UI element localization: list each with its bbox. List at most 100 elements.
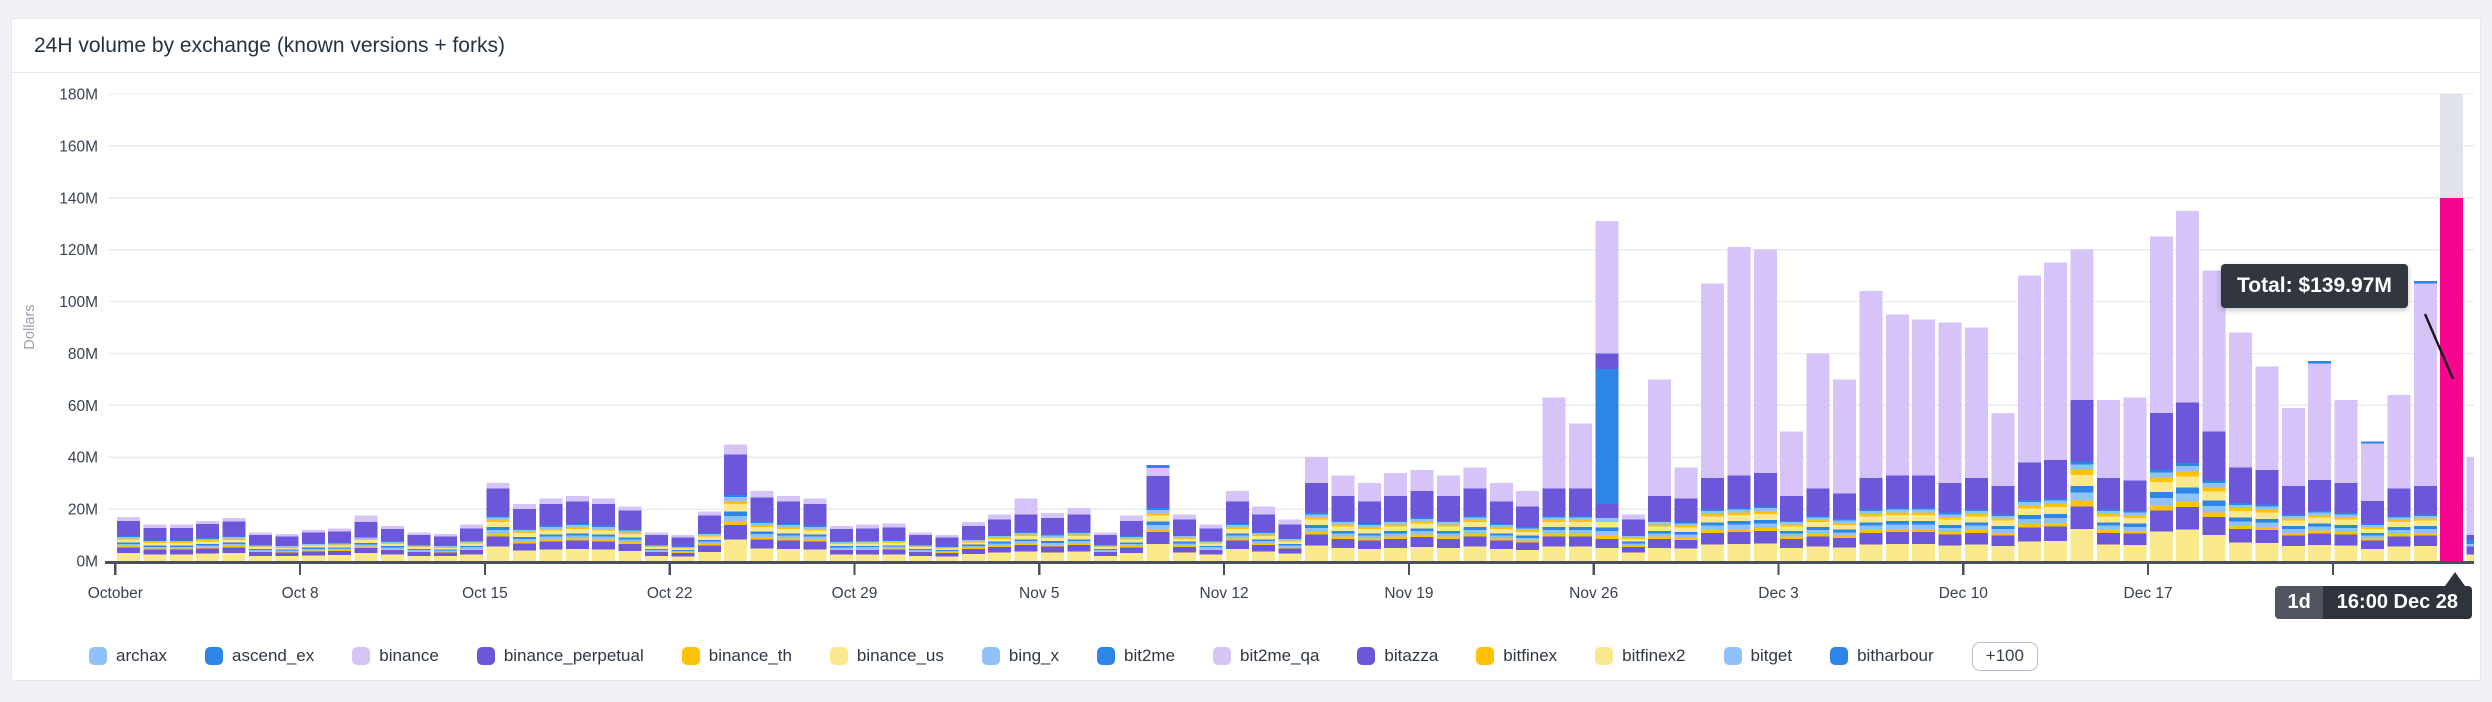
bar-oct-13[interactable] xyxy=(433,545,457,547)
bar-nov-6[interactable] xyxy=(1067,536,1091,540)
bar-oct-3[interactable] xyxy=(169,541,193,543)
bar-nov-6[interactable] xyxy=(1067,532,1091,533)
bar-oct-22[interactable] xyxy=(671,546,695,548)
bar-oct-20[interactable] xyxy=(618,539,642,543)
bar-dec-14[interactable] xyxy=(2070,492,2094,501)
bar-nov-23[interactable] xyxy=(1516,542,1540,551)
bar-oct-10[interactable] xyxy=(354,547,378,554)
legend-item-binance_th[interactable]: binance_th xyxy=(681,646,792,666)
bar-dec-11[interactable] xyxy=(1991,535,2015,546)
bar-oct-31[interactable] xyxy=(909,555,932,561)
bar-dec-20[interactable] xyxy=(2229,511,2252,518)
bar-oct-6[interactable] xyxy=(249,544,272,546)
bar-oct-5[interactable] xyxy=(222,521,246,537)
bar-dec-11[interactable] xyxy=(1991,514,2015,516)
bar-dec-10[interactable] xyxy=(1965,509,1988,512)
bar-oct-16[interactable] xyxy=(513,538,536,542)
bar-nov-19[interactable] xyxy=(1410,537,1434,547)
bar-oct-15[interactable] xyxy=(486,536,510,547)
bar-dec-20[interactable] xyxy=(2229,542,2252,561)
bar-nov-21[interactable] xyxy=(1463,519,1487,523)
bar-dec-3[interactable] xyxy=(1780,538,1804,549)
bar-nov-24[interactable] xyxy=(1542,536,1566,547)
bar-oct-7[interactable] xyxy=(275,545,299,547)
bar-dec-16[interactable] xyxy=(2123,544,2147,561)
bar-dec-9[interactable] xyxy=(1938,524,1962,528)
bar-nov-12[interactable] xyxy=(1225,490,1249,502)
bar-dec-15[interactable] xyxy=(2097,511,2120,515)
bar-dec-6[interactable] xyxy=(1859,509,1883,512)
bar-dec-22[interactable] xyxy=(2281,545,2305,561)
bar-nov-13[interactable] xyxy=(1252,551,1276,561)
bar-dec-5[interactable] xyxy=(1833,522,1856,525)
bar-oct-19[interactable] xyxy=(592,526,616,529)
bar-oct-21[interactable] xyxy=(645,544,668,546)
bar-nov-17[interactable] xyxy=(1357,538,1381,541)
bar-nov-21[interactable] xyxy=(1463,522,1487,528)
bar-dec-26[interactable] xyxy=(2387,536,2411,547)
bar-nov-8[interactable] xyxy=(1120,538,1144,540)
bar-oct-30[interactable] xyxy=(882,541,906,543)
bar-oct-28[interactable] xyxy=(829,541,853,542)
bar-dec-22[interactable] xyxy=(2281,518,2305,521)
bar-dec-14[interactable] xyxy=(2070,249,2094,401)
bar-nov-2[interactable] xyxy=(961,553,985,561)
bar-nov-22[interactable] xyxy=(1489,501,1513,525)
bar-oct-30[interactable] xyxy=(882,545,906,547)
bar-nov-3[interactable] xyxy=(988,543,1012,546)
bar-oct-13[interactable] xyxy=(433,552,457,557)
bar-oct-3[interactable] xyxy=(169,554,193,561)
bar-dec-2[interactable] xyxy=(1753,513,1777,520)
bar-nov-1[interactable] xyxy=(935,552,959,554)
bar-oct-4[interactable] xyxy=(196,545,220,548)
bar-oct-9[interactable] xyxy=(328,555,352,561)
bar-oct-5[interactable] xyxy=(222,537,246,539)
bar-dec-23[interactable] xyxy=(2308,363,2332,481)
bar-dec-26[interactable] xyxy=(2387,519,2411,523)
bar-oct-19[interactable] xyxy=(592,498,616,504)
bar-oct-18[interactable] xyxy=(565,496,589,502)
bar-oct-25[interactable] xyxy=(750,521,774,523)
bar-nov-21[interactable] xyxy=(1463,533,1487,537)
bar-dec-16[interactable] xyxy=(2123,533,2147,545)
bar-oct-6[interactable] xyxy=(249,545,272,547)
bar-oct-2[interactable] xyxy=(143,549,167,555)
bar-dec-19[interactable] xyxy=(2202,500,2226,506)
bar-oct-19[interactable] xyxy=(592,503,616,526)
bar-dec-6[interactable] xyxy=(1859,525,1883,530)
bar-dec-22[interactable] xyxy=(2281,514,2305,516)
bar-nov-22[interactable] xyxy=(1489,535,1513,539)
bar-dec-27[interactable] xyxy=(2413,515,2437,519)
bar-oct-27[interactable] xyxy=(803,525,827,527)
bar-dec-27[interactable] xyxy=(2413,280,2437,284)
bar-nov-16[interactable] xyxy=(1331,522,1355,525)
bar-nov-19[interactable] xyxy=(1410,528,1434,532)
bar-oct-21[interactable] xyxy=(645,552,668,556)
bar-dec-13[interactable] xyxy=(2044,526,2068,541)
bar-dec-18[interactable] xyxy=(2176,487,2200,494)
bar-oct-25[interactable] xyxy=(750,497,774,522)
bar-dec-23[interactable] xyxy=(2308,361,2332,364)
bar-dec-3[interactable] xyxy=(1780,526,1804,531)
bar-oct-19[interactable] xyxy=(592,534,616,537)
bar-nov-18[interactable] xyxy=(1384,524,1408,527)
bar-oct-29[interactable] xyxy=(856,540,880,542)
bar-dec-9[interactable] xyxy=(1938,517,1962,520)
bar-nov-10[interactable] xyxy=(1173,535,1196,537)
bar-dec-18[interactable] xyxy=(2176,402,2200,463)
bar-nov-8[interactable] xyxy=(1120,539,1144,543)
bar-oct-14[interactable] xyxy=(460,541,484,543)
bar-oct-8[interactable] xyxy=(301,543,325,545)
bar-dec-11[interactable] xyxy=(1991,413,2015,486)
bar-nov-14[interactable] xyxy=(1278,538,1302,540)
bar-nov-26[interactable] xyxy=(1595,531,1619,536)
bar-nov-13[interactable] xyxy=(1252,506,1276,515)
bar-oct-2[interactable] xyxy=(143,546,167,549)
bar-nov-23[interactable] xyxy=(1516,527,1540,529)
bar-oct-17[interactable] xyxy=(539,530,563,535)
bar-oct-17[interactable] xyxy=(539,526,563,529)
bar-nov-12[interactable] xyxy=(1225,527,1249,530)
bar-dec-29[interactable] xyxy=(2466,535,2482,541)
bar-oct-27[interactable] xyxy=(803,541,827,550)
bar-dec-17[interactable] xyxy=(2149,469,2173,473)
